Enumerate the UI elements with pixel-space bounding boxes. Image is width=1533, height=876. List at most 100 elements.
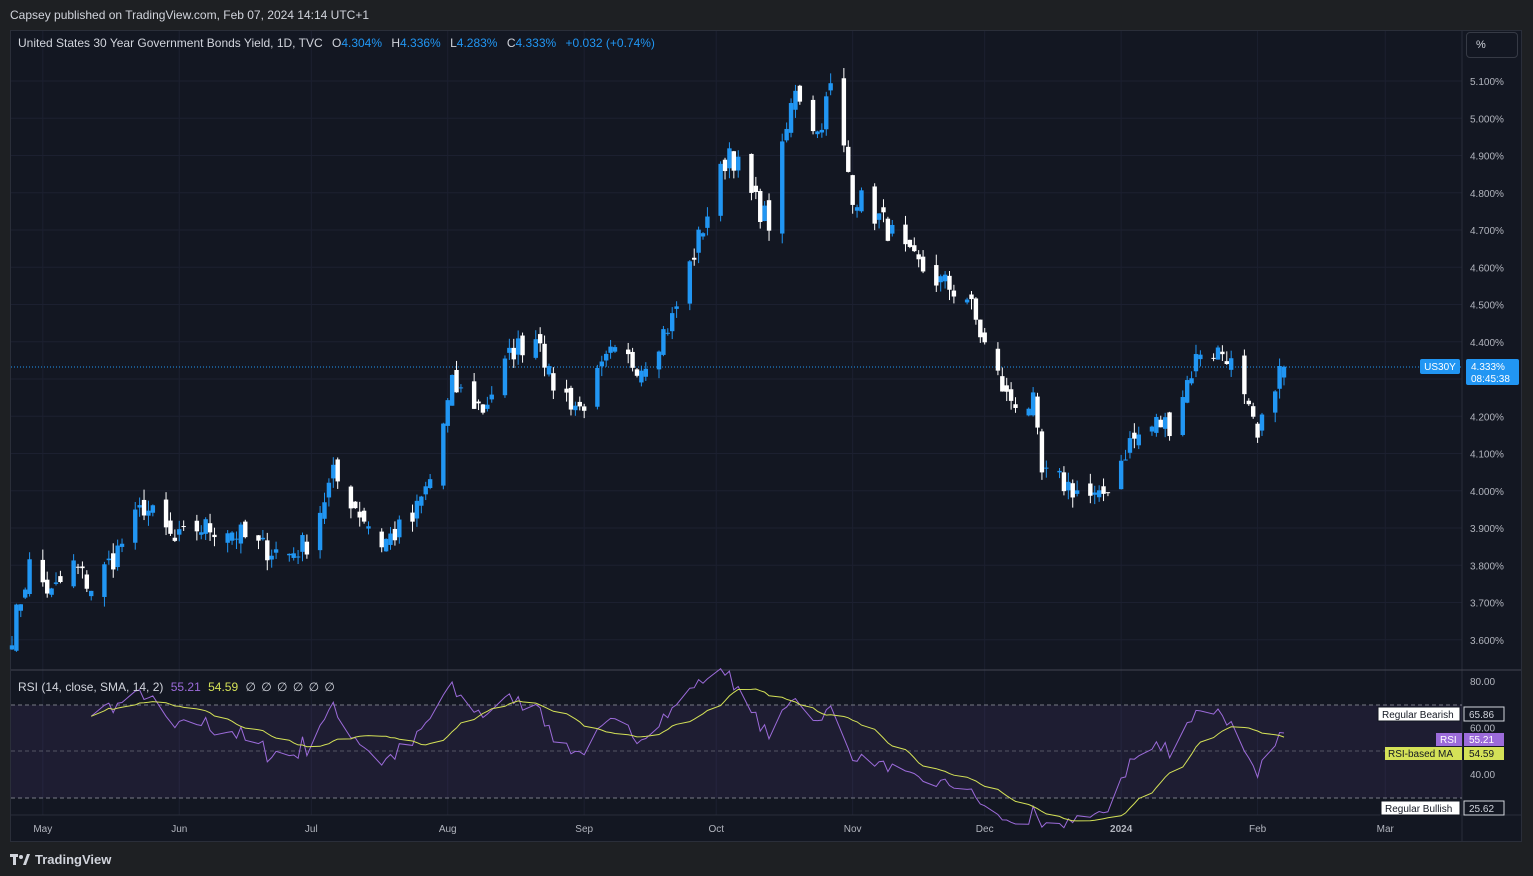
candle	[471, 373, 477, 410]
candle-body	[951, 290, 957, 297]
candle	[238, 522, 244, 554]
time-tick-label: Dec	[976, 824, 994, 835]
candle	[361, 507, 367, 524]
chart-frame[interactable]	[10, 30, 1522, 842]
candle	[414, 494, 420, 527]
rsi-tick-label: 80.00	[1470, 677, 1495, 688]
candle-body	[511, 347, 516, 360]
candle	[1070, 479, 1075, 508]
candle-body	[947, 275, 952, 290]
candle-body	[133, 509, 138, 543]
candle-body	[203, 519, 208, 534]
percent-scale-button[interactable]: %	[1466, 32, 1518, 58]
candle	[458, 384, 464, 393]
tradingview-logo[interactable]: TradingView	[10, 852, 111, 867]
bearish-tag-value: 65.86	[1469, 710, 1494, 721]
candle-body	[841, 78, 847, 146]
candle-body	[80, 566, 85, 569]
candle	[542, 335, 547, 377]
candle	[612, 344, 618, 353]
candle	[951, 284, 957, 304]
candle	[441, 422, 446, 490]
candle-body	[1224, 361, 1229, 364]
candle	[1101, 478, 1106, 502]
price-tick-label: 4.500%	[1470, 301, 1504, 312]
candle	[885, 216, 891, 242]
candle	[45, 571, 50, 598]
candle-body	[150, 505, 156, 513]
candle	[1193, 344, 1199, 378]
candle	[1211, 353, 1216, 362]
candle-body	[907, 239, 913, 247]
candle	[1044, 460, 1049, 478]
candle-body	[1215, 347, 1221, 360]
candle-body	[163, 499, 169, 528]
candle-body	[489, 394, 494, 400]
candle	[608, 339, 613, 359]
candle	[568, 385, 574, 416]
candle	[1158, 415, 1163, 428]
candle	[947, 271, 952, 301]
candle	[317, 506, 323, 559]
candle	[300, 532, 305, 562]
candle	[1004, 377, 1009, 402]
candle-body	[295, 556, 301, 558]
candle-body	[670, 313, 675, 332]
bullish-value-bg	[1463, 800, 1505, 816]
candle	[890, 220, 895, 237]
candle	[392, 521, 398, 546]
symbol-legend[interactable]: United States 30 Year Government Bonds Y…	[18, 36, 655, 50]
price-tick-label: 3.800%	[1470, 561, 1504, 572]
bearish-tag-label: Regular Bearish	[1382, 710, 1454, 721]
candle	[1066, 472, 1071, 500]
candle-body	[973, 298, 979, 320]
candle	[1154, 413, 1159, 437]
candle	[797, 84, 803, 105]
candle	[75, 563, 81, 575]
rsi-tags: Regular Bearish 65.86 RSI 55.21 RSI-base…	[1377, 706, 1505, 816]
candle-body	[207, 523, 213, 533]
candle-body	[1149, 426, 1155, 432]
candle-body	[1281, 366, 1287, 378]
candle	[546, 363, 552, 377]
candle	[168, 512, 173, 536]
candle-body	[476, 401, 481, 404]
rsi-legend-nulls: ∅ ∅ ∅ ∅ ∅ ∅	[245, 680, 336, 694]
candle-body	[181, 526, 186, 528]
candle	[1092, 485, 1097, 505]
candle-body	[304, 541, 310, 555]
candle-body	[942, 274, 948, 282]
candle	[603, 350, 609, 367]
candle-body	[1136, 434, 1141, 446]
candle	[907, 239, 913, 249]
candle-body	[810, 99, 816, 132]
candle-body	[718, 163, 723, 216]
candle-body	[1066, 481, 1071, 491]
rsi-tag-bg	[1436, 733, 1462, 746]
candle-body	[1118, 460, 1124, 490]
rsi-legend[interactable]: RSI (14, close, SMA, 14, 2) 55.21 54.59 …	[18, 680, 336, 694]
candle	[1246, 398, 1251, 406]
candle-body	[938, 276, 943, 283]
candle	[27, 552, 32, 597]
candle	[903, 215, 908, 252]
time-tick-label: May	[33, 824, 52, 835]
bullish-tag-label: Regular Bullish	[1385, 804, 1452, 815]
candle-body	[1070, 483, 1075, 498]
candle-body	[177, 529, 182, 535]
candle-body	[1184, 380, 1190, 403]
candle	[53, 572, 59, 586]
candle	[18, 604, 24, 618]
candle-body	[1272, 391, 1278, 413]
candle	[942, 271, 948, 289]
candle	[656, 350, 662, 379]
time-tick-label: Oct	[708, 824, 724, 835]
candle-body	[1000, 376, 1005, 392]
candle-body	[40, 559, 46, 583]
candle	[1030, 387, 1036, 417]
time-tick-label: 2024	[1110, 824, 1133, 835]
candle	[357, 501, 362, 527]
candle-body	[291, 553, 296, 558]
candle-body	[366, 526, 371, 529]
